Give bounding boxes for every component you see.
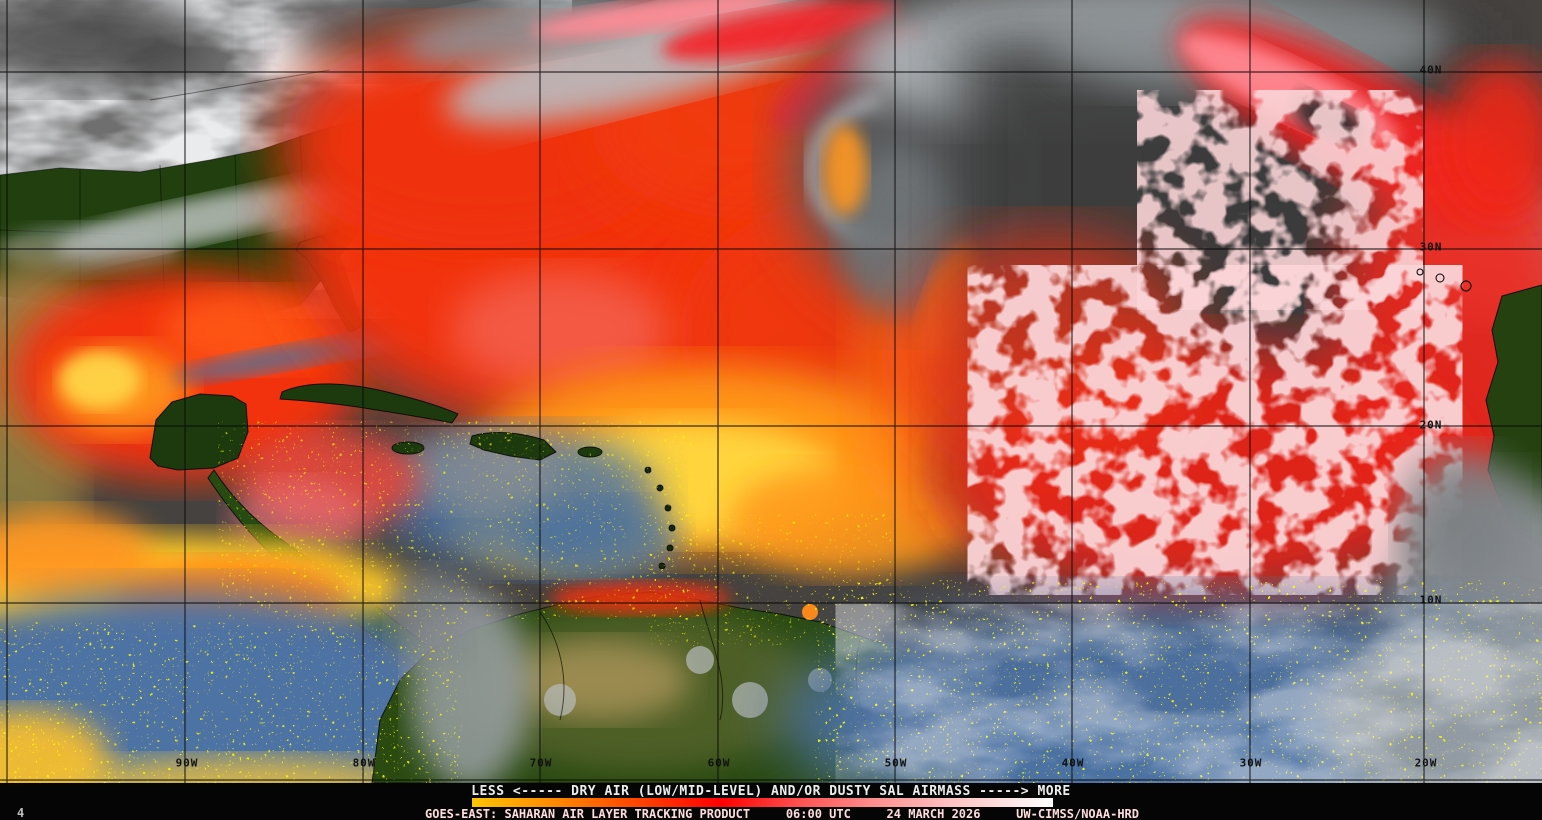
credit-label: UW-CIMSS/NOAA-HRD: [1016, 807, 1139, 820]
latlon-grid: [0, 0, 1542, 783]
footer-line: GOES-EAST: SAHARAN AIR LAYER TRACKING PR…: [425, 807, 1139, 820]
legend-caption: LESS <----- DRY AIR (LOW/MID-LEVEL) AND/…: [471, 784, 1071, 799]
satellite-imagery: [0, 0, 1542, 783]
satellite-map: 40N 30N 20N 10N 90W 80W 70W 60W 50W 40W 30W 20W: [0, 0, 1542, 783]
product-title: GOES-EAST: SAHARAN AIR LAYER TRACKING PR…: [425, 807, 751, 820]
colorbar: [472, 798, 1053, 807]
footer-bar: LESS <----- DRY AIR (LOW/MID-LEVEL) AND/…: [0, 783, 1542, 820]
frame-number: 4: [17, 806, 25, 820]
time-label: 06:00 UTC: [785, 807, 851, 820]
date-label: 24 MARCH 2026: [886, 807, 981, 820]
